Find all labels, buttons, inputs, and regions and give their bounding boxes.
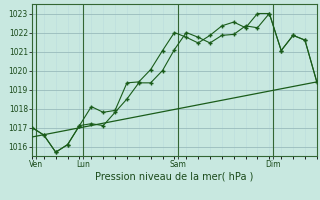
X-axis label: Pression niveau de la mer( hPa ): Pression niveau de la mer( hPa ) xyxy=(95,172,253,182)
